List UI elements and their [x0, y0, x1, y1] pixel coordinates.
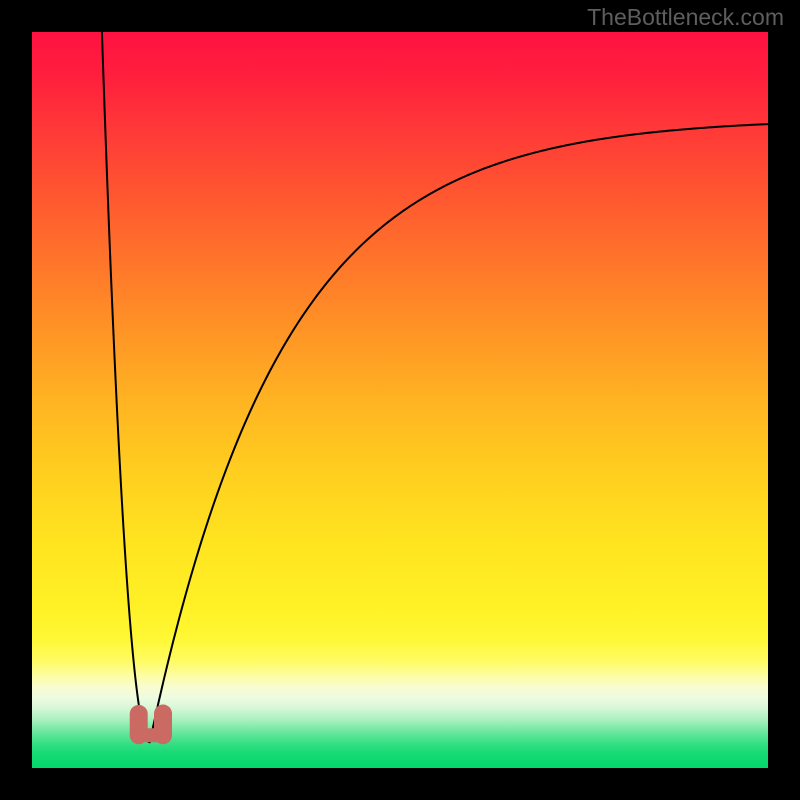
curve-overlay [32, 32, 768, 768]
plot-area [32, 32, 768, 768]
watermark-text: TheBottleneck.com [587, 4, 784, 31]
markers-group [139, 714, 163, 736]
bottleneck-curve [102, 32, 768, 742]
chart-stage: TheBottleneck.com [0, 0, 800, 800]
